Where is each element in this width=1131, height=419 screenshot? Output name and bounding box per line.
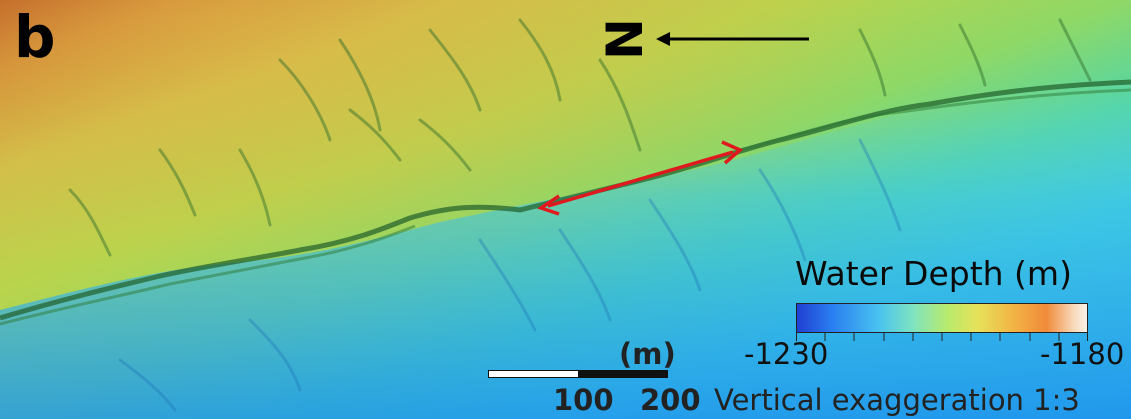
vertical-exaggeration-label: Vertical exaggeration 1:3 [714, 383, 1080, 417]
colorbar-ticks [796, 333, 1088, 341]
north-arrow: N [596, 18, 814, 60]
colorbar-max-label: -1180 [1040, 337, 1125, 371]
legend-title: Water Depth (m) [795, 254, 1072, 293]
scale-bar-end-label: 200 [640, 383, 701, 417]
colorbar-min-label: -1230 [744, 337, 829, 371]
scale-bar-unit: (m) [619, 337, 676, 371]
scale-bar-mid-label: 100 [553, 383, 614, 417]
north-arrow-line [656, 32, 809, 46]
scale-bar [488, 370, 668, 378]
scale-bar-segment-black [578, 371, 667, 377]
scale-bar-segment-white [489, 371, 578, 377]
depth-colorbar [796, 303, 1088, 333]
panel-label: b [14, 3, 56, 71]
